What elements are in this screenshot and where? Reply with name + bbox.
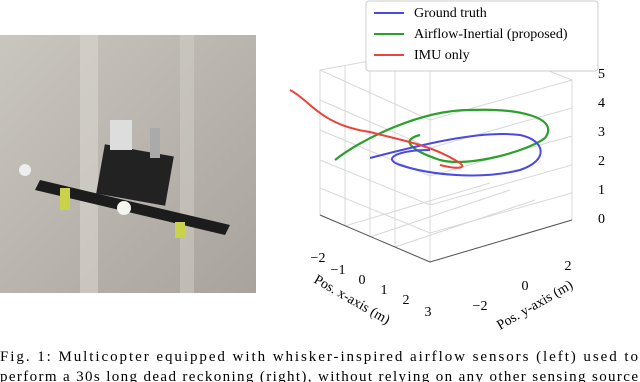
plot-3d: Ground truth Airflow-Inertial (proposed)…	[289, 0, 605, 334]
y-tick-label: 0	[522, 279, 529, 294]
x-tick-label: 1	[381, 283, 388, 298]
x-axis-label: Pos. x-axis (m)	[311, 272, 393, 328]
z-tick-label: 0	[598, 212, 605, 227]
z-tick-label: 4	[598, 96, 605, 111]
legend: Ground truth Airflow-Inertial (proposed)…	[365, 0, 599, 72]
y-tick-label: −2	[473, 299, 488, 314]
caption-line: Fig. 1: Multicopter equipped with whiske…	[0, 349, 638, 365]
z-tick-label: 3	[598, 125, 605, 140]
y-tick-label: 2	[565, 259, 572, 274]
z-tick-label: 5	[598, 67, 605, 82]
z-tick-label: 1	[598, 183, 605, 198]
x-tick-label: 3	[425, 305, 432, 320]
legend-label: Ground truth	[414, 6, 487, 21]
z-tick-label: 2	[598, 154, 605, 169]
x-tick-label: 2	[403, 293, 410, 308]
x-tick-label: −1	[331, 263, 346, 278]
caption-line: perform a 30s long dead reckoning (right…	[0, 369, 638, 382]
x-tick-label: 0	[359, 273, 366, 288]
photo	[0, 35, 256, 293]
legend-label: Airflow-Inertial (proposed)	[414, 27, 568, 42]
legend-label: IMU only	[414, 48, 470, 63]
y-axis-label: Pos. y-axis (m)	[495, 278, 577, 334]
x-tick-label: −2	[311, 251, 326, 266]
